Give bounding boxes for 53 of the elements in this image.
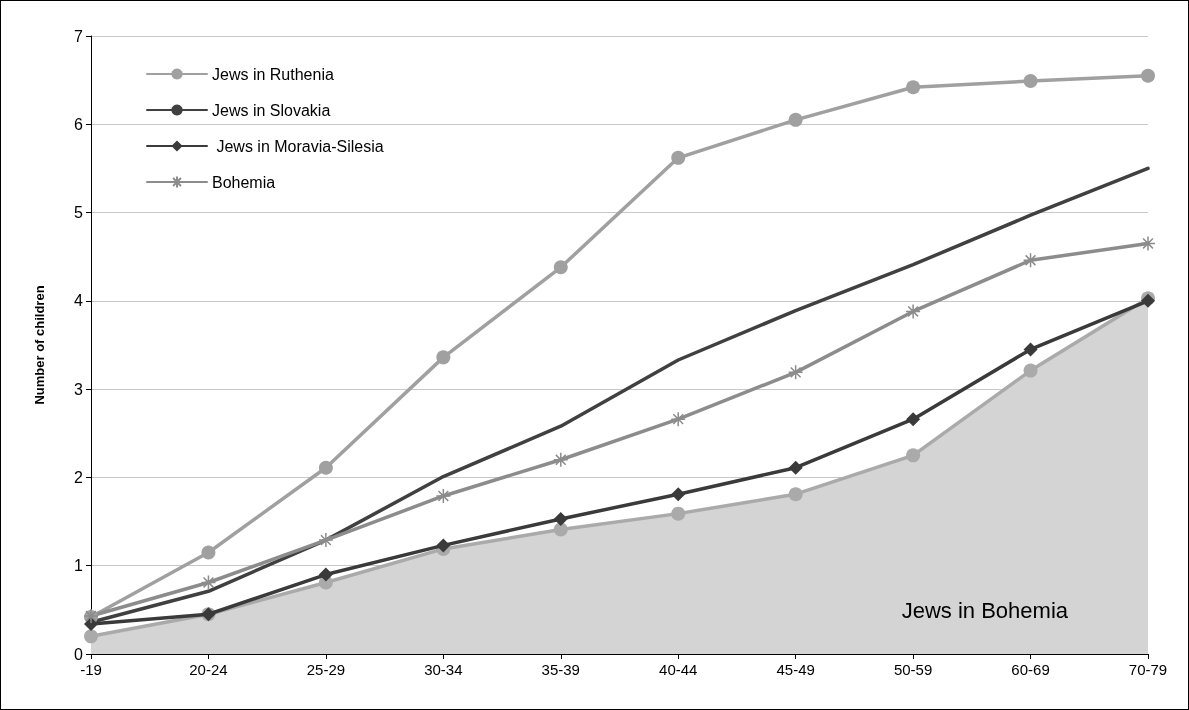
point: [1023, 74, 1038, 89]
x-tick-label: 35-39: [541, 661, 580, 678]
legend-label: Jews in Ruthenia: [212, 65, 334, 83]
y-tick-label: 4: [74, 292, 84, 310]
point: [787, 364, 804, 381]
y-tick-label: 1: [74, 557, 84, 575]
point: [671, 487, 686, 502]
point: [201, 545, 216, 560]
y-tick-label: 6: [74, 115, 84, 133]
y-tick-label: 5: [74, 204, 84, 222]
point: [553, 452, 569, 468]
point: [671, 150, 686, 165]
point: [84, 629, 98, 644]
point: [670, 411, 686, 427]
point: [788, 460, 803, 475]
point: [1023, 363, 1038, 378]
y-tick-label: 7: [74, 27, 84, 45]
point: [200, 574, 217, 591]
point: [318, 460, 333, 475]
x-tick-label: 30-34: [424, 661, 463, 678]
point: [906, 448, 921, 463]
point: [318, 567, 333, 582]
point: [906, 80, 921, 95]
x-tick-label: 40-44: [659, 661, 698, 678]
x-tick-label: 60-69: [1011, 661, 1050, 678]
y-tick-label: 0: [74, 645, 84, 663]
x-tick-label: 45-49: [776, 661, 815, 678]
x-tick-label: 50-59: [893, 661, 933, 678]
x-tick-label: 20-24: [189, 661, 228, 678]
point: [553, 522, 568, 537]
point: [318, 532, 334, 548]
point: [1141, 68, 1155, 83]
x-tick-label: -19: [80, 661, 102, 678]
legend-label: Jews in Slovakia: [212, 101, 331, 119]
point: [905, 303, 921, 320]
legend-label: Jews in Moravia-Silesia: [212, 137, 384, 155]
point: [553, 511, 568, 526]
point: [436, 350, 451, 365]
point: [788, 487, 803, 502]
point: [435, 488, 452, 504]
y-tick-label: 3: [74, 380, 84, 398]
point: [906, 412, 921, 427]
y-tick-label: 2: [74, 468, 84, 486]
y-axis-title: Number of children: [32, 285, 47, 405]
point: [788, 112, 803, 127]
x-tick-label: 70-79: [1128, 661, 1168, 678]
point: [1023, 342, 1038, 357]
point: [1140, 235, 1156, 252]
series-label: Jews in Bohemia: [901, 597, 1069, 623]
point: [553, 260, 568, 275]
x-tick-label: 25-29: [306, 661, 346, 678]
point: [671, 506, 686, 521]
legend-label: Bohemia: [212, 173, 276, 191]
